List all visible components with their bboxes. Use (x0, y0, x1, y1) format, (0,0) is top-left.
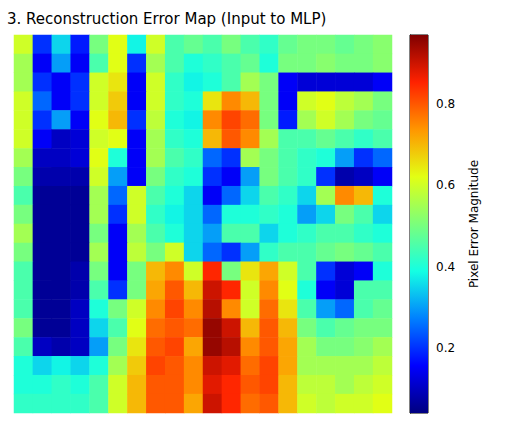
svg-text:0.8: 0.8 (436, 97, 455, 111)
svg-text:3. Reconstruction Error Map (I: 3. Reconstruction Error Map (Input to ML… (7, 10, 326, 28)
svg-text:0.4: 0.4 (436, 260, 455, 274)
svg-text:0.6: 0.6 (436, 178, 455, 192)
svg-text:Pixel Error Magnitude: Pixel Error Magnitude (467, 160, 481, 288)
svg-text:0.2: 0.2 (436, 341, 455, 355)
